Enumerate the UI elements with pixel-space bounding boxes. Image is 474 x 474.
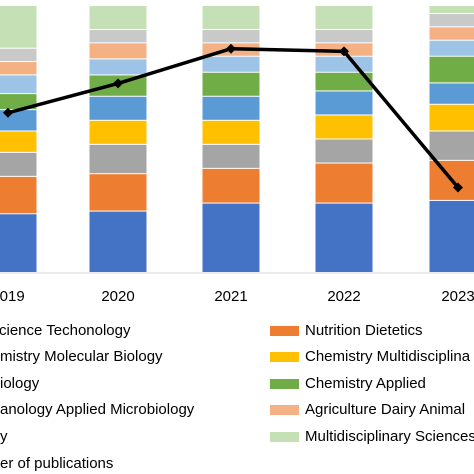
bar-segment-2022-2 [315,139,373,163]
legend-item-toxicology: y [0,428,8,445]
legend-label-toxicology: y [0,428,8,445]
bar-segment-2020-3 [89,120,147,144]
legend-item-food: cience Techonology [0,322,130,339]
bar-segment-2021-5 [202,72,260,96]
legend-item-publications: er of publications [0,455,113,472]
bar-segment-2019-2 [0,152,37,176]
x-tick-labels: 2019 2020 2021 2022 2023 [0,288,474,305]
legend-item-biotech: anology Applied Microbiology [0,401,194,418]
legend-swatch-multi-sci [270,431,299,442]
publications-marker-2023 [453,182,463,193]
legend-swatch-nutrition [270,325,299,336]
bar-segment-2023-8 [429,14,474,27]
bar-segment-2021-8 [202,30,260,43]
legend-item-chem-multi: Chemistry Multidisciplina [270,348,470,365]
bar-segment-2020-4 [89,96,147,120]
x-tick-label-2021: 2021 [214,288,247,305]
bar-segment-2019-0 [0,214,37,272]
legend-label-microbiology: iology [0,375,40,392]
legend-item-multi-sci: Multidisciplinary Sciences [270,428,474,445]
legend-item-nutrition: Nutrition Dietetics [270,322,423,339]
bar-segment-2020-9 [89,6,147,30]
bar-segment-2023-5 [429,56,474,83]
bar-segment-2023-0 [429,200,474,272]
legend-swatch-chem-applied [270,378,299,389]
bar-segment-2019-8 [0,48,37,62]
bar-segment-2023-9 [429,6,474,14]
x-tick-label-2020: 2020 [101,288,134,305]
bar-stacks [0,6,474,272]
legend-label-publications: er of publications [0,455,114,472]
legend-label-chem-applied: Chemistry Applied [305,375,426,392]
x-tick-label-2019: 2019 [0,288,25,305]
bar-segment-2022-1 [315,163,373,203]
bar-segment-2021-1 [202,168,260,203]
legend-label-agri: Agriculture Dairy Animal [305,401,466,418]
legend-item-chem-applied: Chemistry Applied [270,375,426,392]
bar-segment-2019-6 [0,75,37,94]
bar-segment-2023-3 [429,104,474,131]
bar-segment-2021-9 [202,6,260,30]
publications-marker-2019 [3,107,13,118]
legend-label-biochem: mistry Molecular Biology [0,348,163,365]
bar-segment-2023-6 [429,40,474,56]
legend-label-food: cience Techonology [0,322,131,339]
bar-segment-2021-2 [202,144,260,168]
publication-line [3,43,463,193]
bar-segment-2022-4 [315,91,373,115]
legend-item-biochem: mistry Molecular Biology [0,348,163,365]
publications-marker-2022 [339,46,349,57]
bar-segment-2020-1 [89,174,147,211]
bar-segment-2023-4 [429,83,474,104]
legend-label-chem-multi: Chemistry Multidisciplina [305,348,471,365]
legend-label-nutrition: Nutrition Dietetics [305,322,423,339]
bar-segment-2022-0 [315,203,373,272]
legend-swatch-chem-multi [270,351,299,362]
bar-segment-2021-3 [202,120,260,144]
legend-item-agri: Agriculture Dairy Animal [270,401,465,418]
bar-segment-2022-9 [315,6,373,30]
bar-segment-2020-8 [89,30,147,43]
bar-segment-2021-0 [202,203,260,272]
x-tick-label-2022: 2022 [327,288,360,305]
bar-segment-2022-8 [315,30,373,43]
x-tick-label-2023: 2023 [441,288,474,305]
publications-marker-2021 [226,43,236,54]
bar-segment-2023-7 [429,27,474,40]
bar-segment-2020-7 [89,43,147,59]
legend: cience Techonology Nutrition Dietetics m… [0,318,474,474]
bar-segment-2022-6 [315,56,373,72]
legend-swatch-agri [270,404,299,415]
bar-segment-2023-2 [429,131,474,160]
bar-segment-2019-7 [0,62,37,75]
bar-segment-2020-6 [89,59,147,75]
legend-label-biotech: anology Applied Microbiology [0,401,195,418]
bar-segment-2021-6 [202,56,260,72]
stacked-bar-chart: 2019 2020 2021 2022 2023 [0,6,474,305]
bar-segment-2020-0 [89,211,147,272]
bar-segment-2019-9 [0,6,37,48]
bar-segment-2022-3 [315,115,373,139]
publications-marker-2020 [113,78,123,89]
legend-item-microbiology: iology [0,375,39,392]
bar-segment-2020-2 [89,144,147,174]
bar-segment-2019-5 [0,94,37,110]
bar-segment-2021-4 [202,96,260,120]
bar-segment-2022-5 [315,72,373,91]
bar-segment-2019-3 [0,131,37,152]
bar-segment-2019-1 [0,176,37,214]
legend-label-multi-sci: Multidisciplinary Sciences [305,428,474,445]
